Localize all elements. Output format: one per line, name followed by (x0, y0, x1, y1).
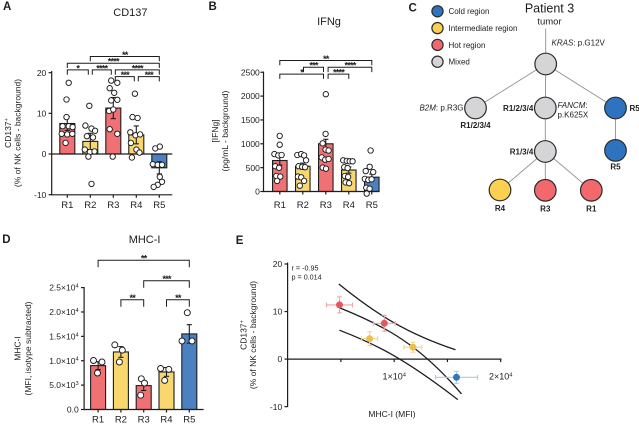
svg-text:****: **** (108, 57, 120, 67)
svg-text:Hot region: Hot region (449, 41, 486, 50)
svg-text:*: * (300, 68, 304, 78)
svg-text:MHC-I: MHC-I (13, 336, 23, 361)
svg-text:B: B (209, 1, 217, 13)
svg-text:Patient 3: Patient 3 (525, 2, 574, 16)
svg-text:***: *** (145, 70, 155, 80)
svg-text:KRAS: p.G12V: KRAS: p.G12V (552, 39, 606, 48)
svg-text:****: **** (333, 68, 345, 78)
svg-text:MHC-I (MFI): MHC-I (MFI) (368, 409, 415, 419)
svg-text:R2: R2 (297, 200, 309, 211)
svg-text:5.0×103: 5.0×103 (49, 380, 78, 390)
svg-text:E: E (236, 235, 244, 247)
svg-text:MHC-I: MHC-I (129, 234, 161, 246)
svg-text:**: ** (175, 293, 182, 303)
svg-text:R4: R4 (160, 415, 172, 426)
svg-text:B2M: p.R3G: B2M: p.R3G (419, 104, 463, 113)
svg-text:2.5×104: 2.5×104 (49, 283, 79, 293)
svg-text:p = 0.014: p = 0.014 (292, 272, 322, 281)
svg-text:CD137+: CD137+ (3, 117, 13, 147)
svg-text:R1: R1 (586, 205, 597, 214)
svg-text:2500: 2500 (241, 67, 260, 77)
svg-text:10: 10 (273, 307, 283, 317)
svg-text:[IFNg]: [IFNg] (210, 119, 220, 142)
svg-text:(MFI, isotype subtracted): (MFI, isotype subtracted) (23, 301, 33, 395)
svg-text:*: * (76, 63, 80, 73)
svg-text:1.0×104: 1.0×104 (49, 356, 79, 366)
svg-text:R1/3/4: R1/3/4 (510, 147, 534, 156)
svg-text:D: D (2, 234, 10, 246)
svg-text:2×104: 2×104 (489, 372, 513, 382)
svg-text:**: ** (323, 54, 330, 64)
svg-text:R1: R1 (61, 200, 73, 211)
svg-text:A: A (3, 1, 11, 13)
svg-text:10: 10 (37, 108, 47, 118)
svg-text:****: **** (132, 63, 144, 73)
svg-text:CD137: CD137 (113, 7, 147, 19)
svg-text:R1/2/3/4: R1/2/3/4 (460, 121, 491, 130)
svg-text:(% of NK cells - background): (% of NK cells - background) (13, 79, 23, 187)
svg-text:R5: R5 (366, 200, 378, 211)
svg-text:****: **** (344, 61, 356, 71)
svg-text:0: 0 (255, 187, 260, 197)
svg-text:R5: R5 (610, 163, 621, 172)
svg-text:R4: R4 (343, 200, 355, 211)
svg-text:Cold region: Cold region (449, 7, 490, 16)
svg-text:-10: -10 (34, 190, 47, 200)
svg-text:R3: R3 (320, 200, 332, 211)
svg-text:R1/2/3/4: R1/2/3/4 (503, 104, 534, 113)
svg-text:20: 20 (37, 68, 47, 78)
svg-text:-10: -10 (270, 402, 283, 412)
svg-text:R4: R4 (495, 204, 506, 213)
svg-text:R3: R3 (540, 205, 551, 214)
svg-text:IFNg: IFNg (317, 16, 341, 28)
svg-text:R5: R5 (153, 200, 165, 211)
svg-text:1500: 1500 (241, 115, 260, 125)
svg-text:CD137+: CD137+ (239, 319, 249, 349)
svg-text:2.0×104: 2.0×104 (49, 307, 79, 317)
svg-text:1.5×104: 1.5×104 (49, 332, 79, 342)
svg-text:20: 20 (273, 259, 283, 269)
svg-text:***: *** (162, 274, 172, 284)
svg-text:tumor: tumor (537, 17, 561, 28)
svg-text:****: **** (96, 63, 108, 73)
svg-text:p.K625X: p.K625X (558, 111, 589, 120)
svg-text:R3: R3 (138, 415, 150, 426)
svg-text:R2: R2 (84, 200, 96, 211)
svg-text:R3: R3 (107, 200, 119, 211)
svg-text:C: C (409, 3, 417, 15)
svg-text:0: 0 (277, 354, 282, 364)
svg-text:R1: R1 (274, 200, 286, 211)
svg-text:***: *** (121, 70, 131, 80)
svg-text:R5: R5 (183, 415, 195, 426)
svg-text:R4: R4 (130, 200, 142, 211)
svg-text:r = -0.95: r = -0.95 (292, 263, 319, 272)
svg-text:0: 0 (42, 149, 47, 159)
svg-text:1×104: 1×104 (382, 372, 406, 382)
svg-text:FANCM:: FANCM: (558, 101, 588, 110)
svg-text:**: ** (122, 50, 129, 60)
svg-text:500: 500 (246, 163, 260, 173)
svg-text:(pg/mL - background): (pg/mL - background) (220, 90, 230, 171)
svg-text:Mixed: Mixed (449, 58, 470, 67)
svg-text:***: *** (309, 61, 319, 71)
svg-text:0.0: 0.0 (67, 405, 79, 415)
svg-text:R5: R5 (630, 104, 639, 113)
svg-text:**: ** (141, 254, 148, 264)
svg-text:Intermediate region: Intermediate region (449, 24, 518, 33)
svg-text:(% of NK cells - background): (% of NK cells - background) (248, 281, 258, 389)
svg-text:1000: 1000 (241, 139, 260, 149)
svg-text:2000: 2000 (241, 91, 260, 101)
svg-text:**: ** (130, 293, 137, 303)
svg-text:R1: R1 (92, 415, 104, 426)
svg-text:R2: R2 (115, 415, 127, 426)
